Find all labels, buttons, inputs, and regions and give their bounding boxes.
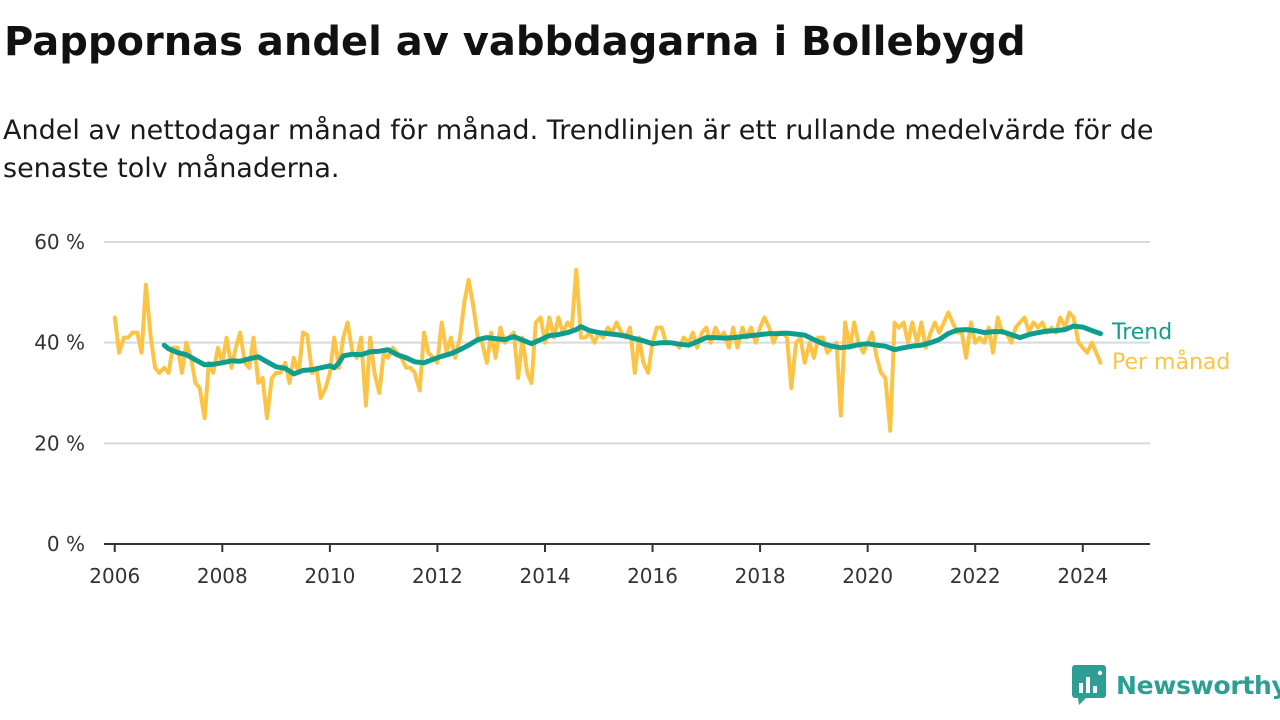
newsworthy-logo-text: Newsworthy: [1116, 670, 1280, 700]
trend-series-label: Trend: [1111, 320, 1172, 345]
x-tick-label: 2008: [197, 564, 248, 588]
x-tick-label: 2018: [735, 564, 786, 588]
chart-title: Pappornas andel av vabbdagarna i Bolleby…: [4, 19, 1026, 65]
newsworthy-logo: Newsworthy: [1072, 664, 1280, 706]
monthly-line: [112, 267, 1103, 433]
x-tick-label: 2022: [950, 564, 1001, 588]
monthly-series-label: Per månad: [1112, 349, 1230, 375]
x-axis-labels: 2006 2008 2010 2012 2014 2016 2018 2020 2022 2024: [89, 564, 1108, 588]
y-axis-labels: 0 % 20 % 40 % 60 %: [34, 230, 85, 556]
x-tick-label: 2016: [627, 564, 678, 588]
y-tick-label: 0 %: [47, 532, 85, 556]
x-axis: [104, 543, 1150, 552]
trend-line: [161, 323, 1103, 377]
newsworthy-logo-icon: [1072, 665, 1106, 705]
chart-subtitle: Andel av nettodagar månad för månad. Tre…: [3, 115, 1154, 184]
x-tick-label: 2010: [304, 564, 355, 588]
x-tick-label: 2020: [842, 564, 893, 588]
x-tick-label: 2012: [412, 564, 463, 588]
y-tick-label: 40 %: [34, 331, 85, 355]
y-tick-label: 60 %: [34, 230, 85, 254]
x-tick-label: 2024: [1057, 564, 1108, 588]
series-labels: Trend Per månad: [1111, 320, 1230, 375]
series-lines: [112, 267, 1103, 433]
x-tick-label: 2014: [520, 564, 571, 588]
x-tick-label: 2006: [89, 564, 140, 588]
y-tick-label: 20 %: [34, 431, 85, 455]
